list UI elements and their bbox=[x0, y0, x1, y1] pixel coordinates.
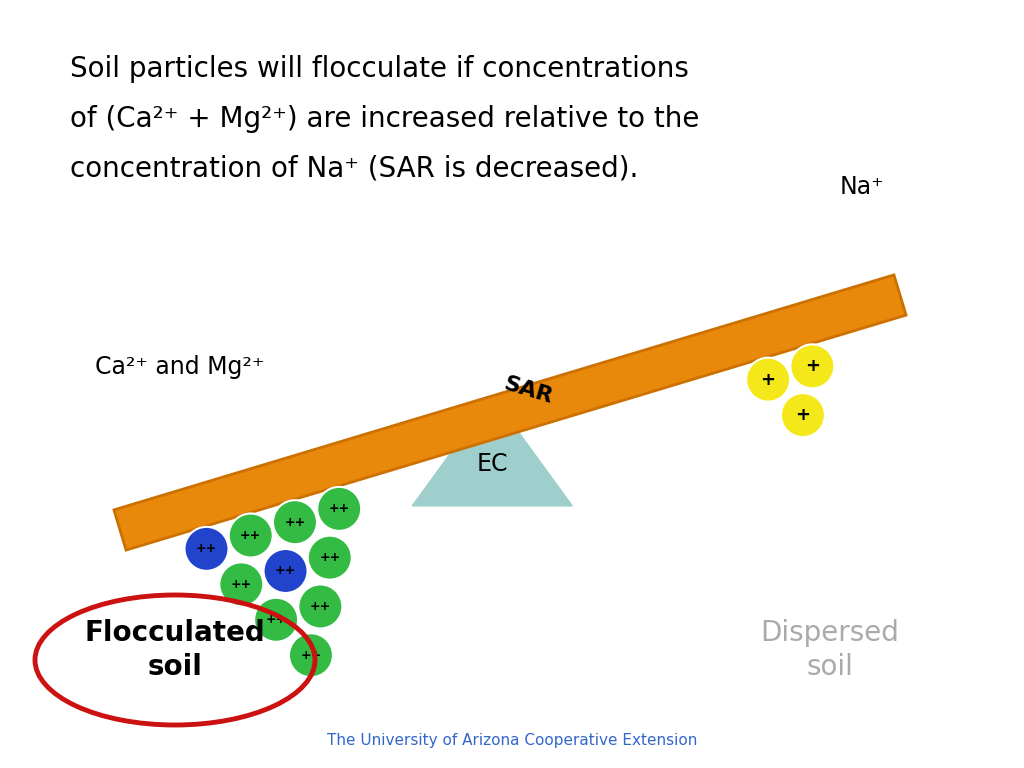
Text: +: + bbox=[796, 406, 810, 424]
Text: SAR: SAR bbox=[502, 373, 555, 407]
Text: ++: ++ bbox=[300, 649, 322, 662]
Text: ++: ++ bbox=[285, 515, 305, 528]
Text: Na⁺: Na⁺ bbox=[840, 175, 885, 199]
Circle shape bbox=[746, 358, 791, 402]
Text: ++: ++ bbox=[309, 600, 331, 613]
Text: Soil particles will flocculate if concentrations: Soil particles will flocculate if concen… bbox=[70, 55, 689, 83]
Circle shape bbox=[781, 393, 825, 437]
Text: +: + bbox=[805, 357, 820, 376]
Text: The University of Arizona Cooperative Extension: The University of Arizona Cooperative Ex… bbox=[327, 733, 697, 748]
Text: ++: ++ bbox=[274, 564, 296, 578]
Circle shape bbox=[791, 344, 835, 389]
Text: ++: ++ bbox=[329, 502, 350, 515]
Circle shape bbox=[273, 500, 317, 545]
Polygon shape bbox=[114, 275, 906, 550]
Text: ++: ++ bbox=[265, 614, 287, 626]
Text: ++: ++ bbox=[319, 551, 340, 564]
Circle shape bbox=[317, 487, 361, 531]
Circle shape bbox=[228, 514, 272, 558]
Circle shape bbox=[184, 527, 228, 571]
Text: Dispersed
soil: Dispersed soil bbox=[761, 619, 899, 681]
Circle shape bbox=[308, 535, 352, 580]
Text: ++: ++ bbox=[196, 542, 217, 555]
Circle shape bbox=[263, 549, 307, 593]
Circle shape bbox=[298, 584, 342, 628]
Text: Flocculated
soil: Flocculated soil bbox=[85, 619, 265, 681]
Circle shape bbox=[254, 598, 298, 642]
Text: of (Ca²⁺ + Mg²⁺) are increased relative to the: of (Ca²⁺ + Mg²⁺) are increased relative … bbox=[70, 105, 699, 133]
Text: EC: EC bbox=[476, 452, 508, 476]
Circle shape bbox=[219, 562, 263, 606]
Circle shape bbox=[289, 634, 333, 677]
Text: +: + bbox=[761, 371, 775, 389]
Text: ++: ++ bbox=[230, 578, 252, 591]
Text: Ca²⁺ and Mg²⁺: Ca²⁺ and Mg²⁺ bbox=[95, 355, 264, 379]
Polygon shape bbox=[413, 396, 572, 506]
Text: concentration of Na⁺ (SAR is decreased).: concentration of Na⁺ (SAR is decreased). bbox=[70, 155, 638, 183]
Text: ++: ++ bbox=[240, 529, 261, 542]
